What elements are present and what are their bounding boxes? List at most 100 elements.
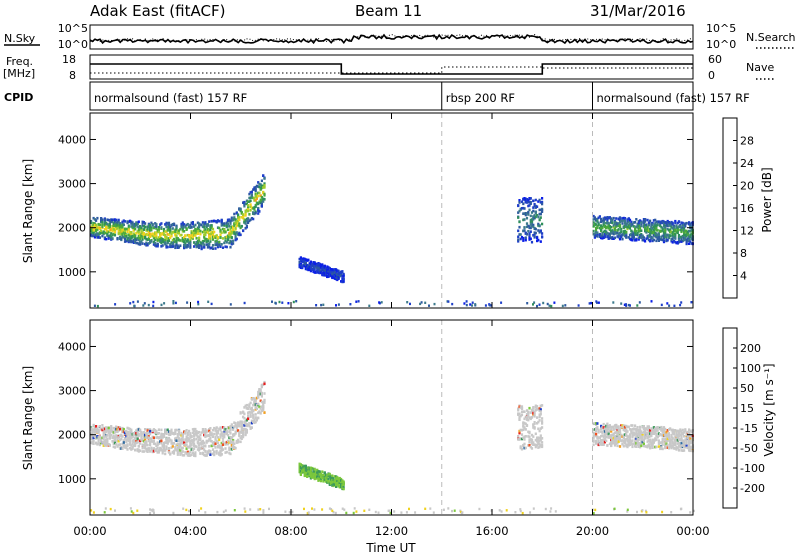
echo-cell	[95, 428, 98, 432]
echo-cell	[240, 437, 243, 440]
echo-cell	[646, 226, 649, 229]
echo-cell	[253, 398, 256, 402]
echo-cell	[92, 442, 95, 445]
echo-cell	[611, 433, 614, 437]
echo-cell	[644, 227, 647, 231]
echo-cell	[250, 426, 253, 429]
echo-cell	[209, 226, 212, 230]
echo-cell	[389, 511, 392, 515]
echo-cell	[333, 475, 336, 478]
echo-cell	[537, 427, 540, 431]
echo-cell	[308, 469, 311, 473]
echo-cell	[608, 442, 611, 446]
echo-cell	[605, 429, 608, 433]
echo-cell	[523, 417, 526, 421]
echo-cell	[529, 230, 532, 233]
echo-cell	[533, 421, 536, 424]
echo-cell	[664, 427, 667, 431]
echo-cell	[108, 223, 111, 227]
echo-cell	[229, 235, 232, 238]
echo-cell	[230, 448, 233, 451]
echo-cell	[117, 229, 120, 233]
echo-cell	[664, 437, 667, 441]
echo-cell	[262, 186, 265, 189]
echo-cell	[110, 235, 113, 238]
echo-cell	[174, 432, 177, 435]
echo-cell	[612, 237, 615, 240]
echo-cell	[683, 229, 686, 232]
echo-cell	[539, 444, 542, 447]
echo-cell	[597, 436, 600, 439]
echo-cell	[606, 225, 609, 229]
echo-cell	[211, 231, 215, 234]
echo-cell	[113, 220, 117, 224]
echo-cell	[611, 229, 614, 232]
y-tick-label: 2000	[58, 222, 86, 235]
echo-cell	[127, 430, 130, 434]
echo-cell	[530, 221, 534, 225]
echo-cell	[528, 208, 531, 212]
echo-cell	[112, 227, 115, 231]
echo-cell	[684, 229, 687, 233]
echo-cell	[595, 434, 598, 438]
echo-cell	[142, 304, 145, 307]
echo-cell	[625, 443, 628, 446]
echo-cell	[175, 439, 178, 442]
echo-cell	[630, 429, 633, 433]
echo-cell	[260, 393, 263, 397]
echo-cell	[641, 509, 644, 512]
echo-cell	[252, 188, 255, 191]
echo-cell	[209, 431, 212, 435]
echo-cell	[93, 427, 96, 430]
echo-cell	[628, 225, 632, 228]
echo-cell	[103, 443, 106, 447]
echo-cell	[123, 234, 127, 237]
echo-cell	[534, 198, 537, 202]
echo-cell	[210, 444, 213, 448]
echo-cell	[103, 236, 106, 239]
echo-cell	[618, 231, 622, 235]
echo-cell	[150, 440, 153, 443]
echo-cell	[670, 223, 673, 227]
echo-cell	[654, 231, 657, 235]
echo-cell	[533, 204, 536, 208]
echo-cell	[252, 416, 255, 419]
echo-cell	[321, 470, 324, 473]
echo-cell	[610, 218, 613, 222]
echo-cell	[681, 444, 684, 447]
echo-cell	[646, 425, 649, 428]
echo-cell	[164, 235, 167, 239]
echo-cell	[254, 185, 257, 189]
echo-cell	[304, 471, 307, 475]
echo-cell	[659, 441, 662, 445]
echo-cell	[98, 442, 101, 445]
echo-cell	[152, 243, 155, 246]
echo-cell	[622, 440, 625, 443]
echo-cell	[652, 219, 655, 222]
echo-cell	[122, 439, 125, 442]
echo-cell	[254, 398, 257, 402]
echo-cell	[195, 242, 198, 246]
echo-cell	[204, 222, 207, 225]
echo-cell	[252, 207, 255, 210]
echo-cell	[203, 453, 206, 457]
echo-cell	[237, 424, 240, 428]
echo-cell	[672, 447, 676, 450]
echo-cell	[537, 436, 540, 439]
echo-cell	[667, 229, 671, 232]
echo-cell	[243, 218, 246, 221]
echo-cell	[428, 304, 430, 307]
echo-cell	[252, 409, 255, 412]
echo-cell	[533, 411, 536, 414]
echo-cell	[659, 238, 662, 241]
echo-cell	[538, 212, 541, 216]
echo-cell	[248, 410, 251, 414]
echo-cell	[671, 222, 674, 226]
echo-cell	[234, 446, 237, 450]
echo-cell	[170, 431, 173, 434]
velocity-colorbar-tick-label: -100	[740, 462, 765, 475]
echo-cell	[150, 437, 153, 441]
echo-cell	[671, 227, 674, 230]
echo-cell	[601, 219, 604, 223]
echo-cell	[229, 441, 232, 445]
